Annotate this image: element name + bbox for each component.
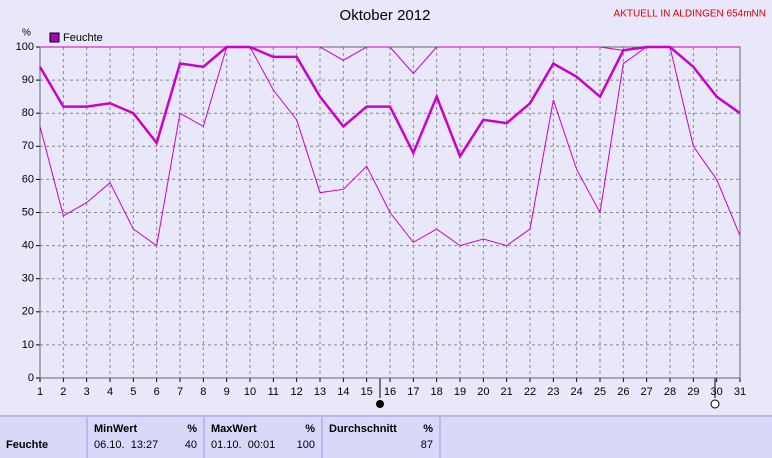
- y-tick-label: 10: [22, 339, 34, 351]
- x-tick-label: 10: [244, 386, 256, 398]
- x-tick-label: 26: [617, 386, 629, 398]
- y-tick-label: 100: [16, 41, 34, 53]
- stat-block: MaxWert % 01.10. 00:01 100: [205, 417, 321, 458]
- legend-label: Feuchte: [63, 32, 103, 44]
- x-tick-label: 19: [454, 386, 466, 398]
- col-title: Durchschnitt: [329, 423, 397, 435]
- x-tick-label: 9: [224, 386, 230, 398]
- x-tick-label: 28: [664, 386, 676, 398]
- x-tick-label: 2: [60, 386, 66, 398]
- row-header: Feuchte: [0, 417, 86, 458]
- series-line: [40, 46, 740, 75]
- x-tick-label: 15: [361, 386, 373, 398]
- y-tick-label: 60: [22, 173, 34, 185]
- moon-icon: [376, 400, 384, 408]
- chart-subtitle: AKTUELL IN ALDINGEN 654mNN: [614, 9, 766, 20]
- x-tick-label: 20: [477, 386, 489, 398]
- x-tick-label: 16: [384, 386, 396, 398]
- y-tick-label: 50: [22, 206, 34, 218]
- x-tick-label: 25: [594, 386, 606, 398]
- x-tick-label: 14: [337, 386, 349, 398]
- x-tick-label: 7: [177, 386, 183, 398]
- x-tick-label: 12: [291, 386, 303, 398]
- col-unit: %: [305, 423, 315, 435]
- y-tick-label: 30: [22, 273, 34, 285]
- x-tick-label: 18: [431, 386, 443, 398]
- moon-icon: [710, 399, 720, 409]
- x-tick-label: 8: [200, 386, 206, 398]
- cell-value: 40: [184, 439, 197, 451]
- y-tick-label: 0: [28, 372, 34, 384]
- x-tick-label: 27: [641, 386, 653, 398]
- col-title: MaxWert: [211, 423, 257, 435]
- x-tick-label: 31: [734, 386, 746, 398]
- x-tick-label: 22: [524, 386, 536, 398]
- cell-date: 01.10. 00:01: [211, 439, 276, 451]
- stats-table: Feuchte MinWert % 06.10. 13:27 40 MaxWer…: [0, 415, 772, 458]
- legend-swatch: [49, 32, 60, 43]
- y-tick-label: 70: [22, 140, 34, 152]
- y-tick-label: 90: [22, 74, 34, 86]
- y-tick-label: 40: [22, 240, 34, 252]
- y-axis-label: %: [22, 28, 31, 39]
- cell-date: 06.10. 13:27: [94, 439, 159, 451]
- col-unit: %: [187, 423, 197, 435]
- chart: Oktober 2012 AKTUELL IN ALDINGEN 654mNN …: [16, 7, 766, 409]
- y-tick-label: 80: [22, 107, 34, 119]
- x-tick-label: 6: [154, 386, 160, 398]
- series-line: [39, 46, 741, 247]
- x-tick-label: 17: [407, 386, 419, 398]
- col-unit: %: [423, 423, 433, 435]
- x-tick-label: 1: [37, 386, 43, 398]
- x-tick-label: 4: [107, 386, 113, 398]
- x-tick-label: 23: [547, 386, 559, 398]
- x-tick-label: 21: [501, 386, 513, 398]
- x-tick-label: 13: [314, 386, 326, 398]
- row-label: Feuchte: [6, 439, 49, 451]
- cell-value: 87: [420, 439, 433, 451]
- y-tick-label: 20: [22, 306, 34, 318]
- x-tick-label: 30: [711, 386, 723, 398]
- x-tick-label: 29: [687, 386, 699, 398]
- x-tick-label: 5: [130, 386, 136, 398]
- col-title: MinWert: [94, 423, 138, 435]
- stat-block: MinWert % 06.10. 13:27 40: [88, 417, 203, 458]
- chart-title: Oktober 2012: [340, 7, 431, 24]
- empty-block: [441, 417, 772, 458]
- x-tick-label: 11: [268, 386, 279, 398]
- cell-value: 100: [296, 439, 315, 451]
- stat-block: Durchschnitt % 87: [323, 417, 439, 458]
- x-tick-label: 24: [571, 386, 583, 398]
- x-tick-label: 3: [84, 386, 90, 398]
